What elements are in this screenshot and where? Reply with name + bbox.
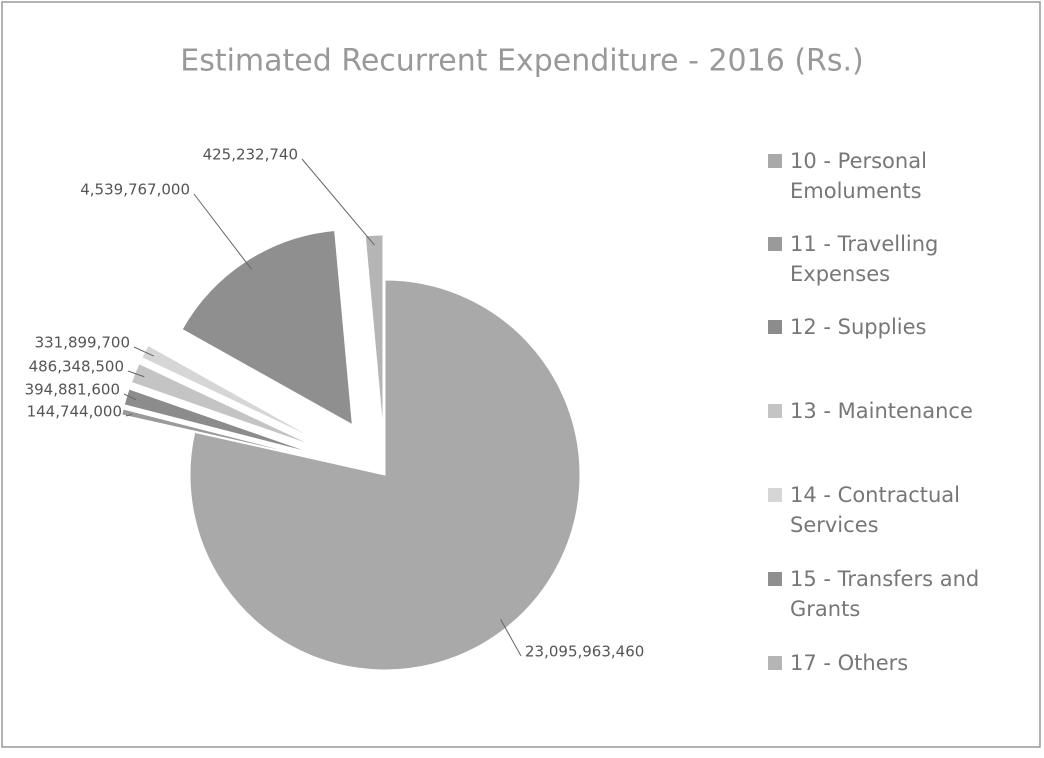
data-label: 394,881,600	[25, 381, 120, 399]
data-label: 23,095,963,460	[525, 643, 644, 661]
legend-label: 17 - Others	[790, 651, 909, 675]
legend-swatch	[768, 154, 782, 168]
legend-swatch	[768, 572, 782, 586]
legend-swatch	[768, 320, 782, 334]
pie-slice	[364, 234, 384, 431]
legend-item: 17 - Others	[768, 648, 993, 678]
legend-swatch	[768, 656, 782, 670]
chart-title: Estimated Recurrent Expenditure - 2016 (…	[180, 44, 864, 79]
leader-line	[123, 393, 137, 401]
leader-line	[133, 346, 154, 357]
legend-label: 14 - Contractual Services	[790, 483, 960, 537]
leader-line	[193, 193, 253, 270]
data-label: 144,744,000	[27, 403, 122, 421]
leader-line	[500, 619, 522, 657]
legend-item: 15 - Transfers and Grants	[768, 564, 993, 624]
legend-item: 14 - Contractual Services	[768, 480, 993, 540]
legend-label: 10 - Personal Emoluments	[790, 149, 927, 203]
data-label: 486,348,500	[29, 358, 124, 376]
legend-swatch	[768, 488, 782, 502]
data-label: 331,899,700	[35, 334, 130, 352]
legend-item: 11 - Travelling Expenses	[768, 229, 993, 289]
data-label: 425,232,740	[203, 146, 298, 164]
legend-item: 13 - Maintenance	[768, 396, 993, 426]
pie-slice	[189, 279, 581, 671]
legend-item: 10 - Personal Emoluments	[768, 146, 993, 206]
pie-slice	[181, 229, 353, 426]
leader-line	[301, 158, 375, 246]
leader-line	[125, 413, 133, 417]
legend-item: 12 - Supplies	[768, 312, 993, 342]
legend-label: 15 - Transfers and Grants	[790, 567, 980, 621]
data-label: 4,539,767,000	[80, 181, 190, 199]
legend-label: 13 - Maintenance	[790, 399, 973, 423]
leader-line	[127, 370, 145, 378]
legend-swatch	[768, 404, 782, 418]
legend-label: 12 - Supplies	[790, 315, 927, 339]
legend-label: 11 - Travelling Expenses	[790, 232, 939, 286]
pie-slice	[121, 408, 313, 458]
pie-slice	[123, 388, 314, 454]
legend-swatch	[768, 237, 782, 251]
